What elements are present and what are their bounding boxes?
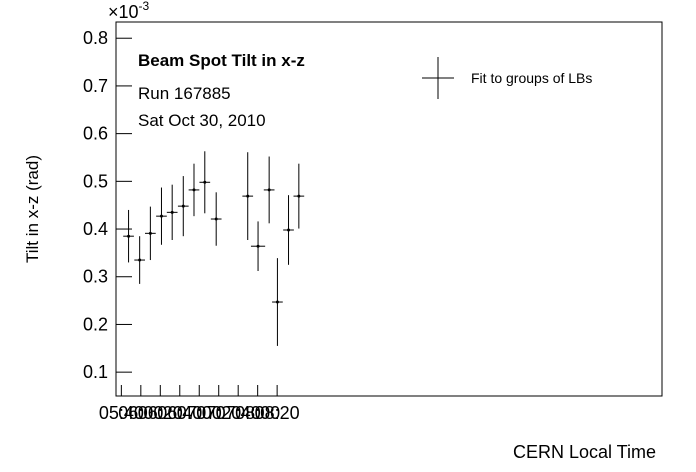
point — [148, 231, 152, 235]
point — [246, 194, 250, 198]
point — [287, 228, 291, 232]
y-tick-label: 0.8 — [83, 28, 108, 48]
point — [159, 214, 163, 218]
y-tick-label: 0.5 — [83, 171, 108, 191]
annotation: Sat Oct 30, 2010 — [138, 111, 266, 130]
x-tick-label: 06:40 — [157, 403, 202, 423]
point — [214, 217, 218, 221]
x-tick-label: 08:20 — [255, 403, 300, 423]
point — [203, 180, 207, 184]
point — [297, 194, 301, 198]
x-tick-label: 07:20 — [196, 403, 241, 423]
y-tick-label: 0.4 — [83, 219, 108, 239]
y-axis-label: Tilt in x-z (rad) — [23, 155, 42, 263]
point — [170, 210, 174, 214]
point — [267, 188, 271, 192]
plot-frame — [115, 21, 663, 397]
x-axis-label: CERN Local Time — [513, 442, 656, 462]
x-tick-label: 08:00 — [235, 403, 280, 423]
x-tick-label: 07:40 — [216, 403, 261, 423]
x-tick-label: 06:20 — [138, 403, 183, 423]
annotation: Run 167885 — [138, 84, 231, 103]
point — [138, 258, 142, 262]
multiplier-base: ×10 — [108, 2, 139, 22]
x-tick-label: 05:40 — [99, 403, 144, 423]
y-tick-label: 0.6 — [83, 124, 108, 144]
x-tick-label: 06:00 — [118, 403, 163, 423]
y-multiplier: ×10-3 — [108, 0, 150, 22]
y-tick-label: 0.1 — [83, 362, 108, 382]
multiplier-exponent: -3 — [139, 0, 150, 13]
point — [275, 300, 279, 304]
y-tick-label: 0.2 — [83, 314, 108, 334]
point — [127, 234, 131, 238]
y-tick-label: 0.3 — [83, 267, 108, 287]
annotation: Beam Spot Tilt in x-z — [138, 51, 305, 70]
point — [192, 188, 196, 192]
y-tick-label: 0.7 — [83, 76, 108, 96]
point — [181, 204, 185, 208]
x-tick-label: 07:00 — [177, 403, 222, 423]
point — [256, 244, 260, 248]
legend-label: Fit to groups of LBs — [471, 70, 592, 86]
